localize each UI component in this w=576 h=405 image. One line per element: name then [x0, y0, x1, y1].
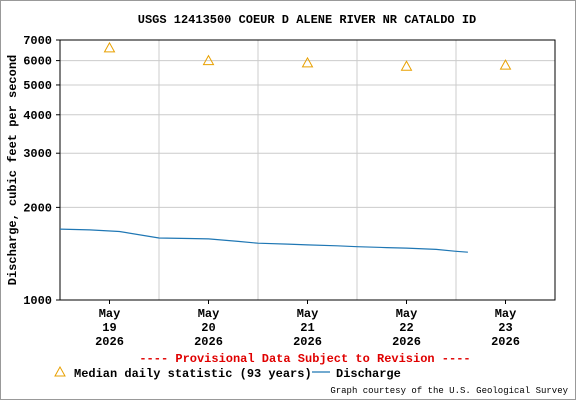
x-tick-label: 22 — [399, 321, 413, 335]
plot-frame — [59, 39, 556, 301]
credit: Graph courtesy of the U.S. Geological Su… — [330, 386, 568, 396]
x-tick-label: May — [99, 307, 121, 321]
x-tick-label: May — [198, 307, 220, 321]
median-marker — [400, 60, 413, 71]
y-tick-label: 2000 — [23, 201, 52, 215]
median-marker — [103, 41, 116, 53]
y-axis-label: Discharge, cubic feet per second — [6, 55, 20, 285]
x-tick-label: May — [495, 307, 517, 321]
x-tick-label: 19 — [102, 321, 116, 335]
x-tick-label: May — [396, 307, 418, 321]
y-tick-label: 6000 — [23, 55, 52, 69]
x-tick-label: 2026 — [194, 335, 223, 349]
x-tick-label: 2026 — [95, 335, 124, 349]
x-tick-label: May — [297, 307, 319, 321]
x-tick-label: 21 — [300, 321, 314, 335]
y-tick-label: 1000 — [23, 294, 52, 308]
y-tick-label: 5000 — [23, 79, 52, 93]
x-tick-label: 23 — [498, 321, 512, 335]
x-tick-label: 2026 — [293, 335, 322, 349]
discharge-line — [59, 228, 468, 253]
legend-label: Discharge — [336, 367, 401, 381]
x-tick-label: 2026 — [491, 335, 520, 349]
legend-symbol — [54, 365, 66, 377]
y-tick-label: 4000 — [23, 109, 52, 123]
median-marker — [301, 56, 314, 68]
provisional-note: ---- Provisional Data Subject to Revisio… — [139, 352, 470, 366]
median-marker — [202, 54, 215, 66]
y-tick-label: 3000 — [23, 147, 52, 161]
y-tick-label: 7000 — [23, 34, 52, 48]
legend-label: Median daily statistic (93 years) — [74, 367, 312, 381]
median-marker — [499, 59, 512, 70]
chart-title: USGS 12413500 COEUR D ALENE RIVER NR CAT… — [138, 13, 476, 27]
x-tick-label: 2026 — [392, 335, 421, 349]
x-tick-label: 20 — [201, 321, 215, 335]
